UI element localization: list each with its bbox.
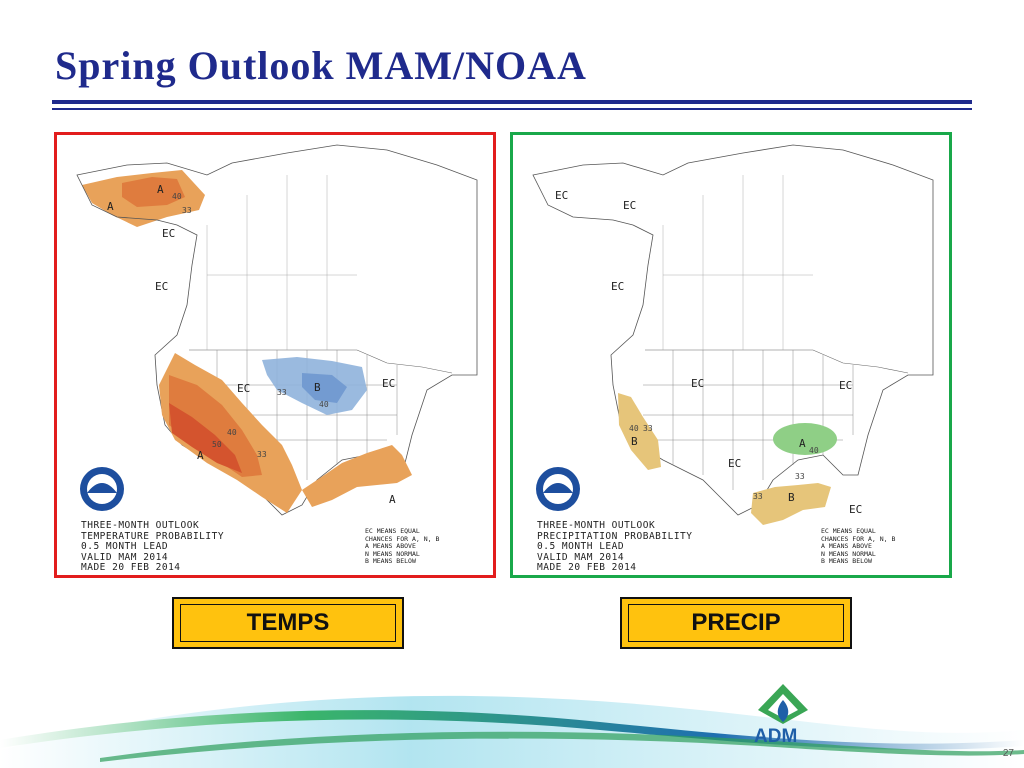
temp-label-50: 50 [212,440,222,449]
legend-line: EC MEANS EQUAL [365,527,420,535]
precip-label-ec: EC [728,457,741,470]
temps-button[interactable]: TEMPS [172,597,404,649]
temp-label-ec: EC [237,382,250,395]
legend-line: A MEANS ABOVE [365,542,416,551]
precip-label-a: A [799,437,806,450]
legend-line: N MEANS NORMAL [365,549,420,558]
temp-label-ec: EC [155,280,168,293]
temps-caption: THREE-MONTH OUTLOOK TEMPERATURE PROBABIL… [81,520,225,574]
precip-label-b: B [788,491,795,504]
precip-label-ec: EC [611,280,624,293]
legend-line: CHANCES FOR A, N, B [821,534,896,543]
legend-line: CHANCES FOR A, N, B [365,534,440,543]
country-border [189,349,453,374]
precip-label-ec: EC [849,503,862,516]
adm-logo-text: ADM [754,726,798,747]
temp-label-40: 40 [319,400,329,409]
caption-line: VALID MAM 2014 [537,551,625,563]
country-border [645,349,909,374]
caption-line: MADE 20 FEB 2014 [81,562,181,574]
state-lines [643,350,854,490]
gulf-coast-below-shading [751,483,831,525]
temp-label-33: 33 [257,450,267,459]
precip-caption: THREE-MONTH OUTLOOK PRECIPITATION PROBAB… [537,520,693,574]
province-lines [662,175,813,350]
temp-label-ec: EC [162,227,175,240]
california-below-shading [618,393,661,470]
caption-line: MADE 20 FEB 2014 [537,562,637,574]
temp-label-a: A [107,200,114,213]
temp-label-a: A [197,449,204,462]
noaa-logo-text: NOAA [549,487,567,493]
temp-label-33: 33 [277,388,287,397]
caption-line: THREE-MONTH OUTLOOK [537,520,656,531]
southeast-above-shading [302,445,412,507]
adm-logo-icon [758,684,808,724]
noaa-logo-text: NOAA [93,487,111,493]
caption-line: TEMPERATURE PROBABILITY [81,530,225,542]
decorative-swoosh [0,695,1024,768]
precip-label-ec: EC [623,199,636,212]
page-number: 27 [1002,748,1014,759]
precip-label-ec: EC [555,189,568,202]
caption-line: THREE-MONTH OUTLOOK [81,520,200,531]
legend-line: N MEANS NORMAL [821,549,876,558]
precip-label-40: 40 [809,446,819,455]
noaa-logo: NOAA [80,467,124,511]
temps-legend: EC MEANS EQUAL CHANCES FOR A, N, B A MEA… [365,527,440,566]
alaska-above-40-shading [122,177,185,207]
legend-line: A MEANS ABOVE [821,542,872,551]
precip-label-33: 33 [753,492,763,501]
caption-line: VALID MAM 2014 [81,551,169,563]
caption-line: PRECIPITATION PROBABILITY [537,530,693,542]
temperature-map-graphic: A A 40 33 EC EC EC 33 B 40 EC 40 50 A 33… [76,144,478,516]
temperature-outlook-map: A A 40 33 EC EC EC 33 B 40 EC 40 50 A 33… [54,132,496,578]
precip-label-b: B [631,435,638,448]
noaa-logo: NOAA [536,467,580,511]
title-rule-thick [52,100,972,104]
ohio-valley-above-shading [773,423,837,455]
precip-label-33: 33 [643,424,653,433]
caption-line: 0.5 MONTH LEAD [537,541,625,553]
legend-line: B MEANS BELOW [821,557,872,566]
north-below-40-shading [302,373,347,403]
temp-label-40: 40 [172,192,182,201]
caption-line: 0.5 MONTH LEAD [81,541,169,553]
precip-label-ec: EC [691,377,704,390]
legend-line: B MEANS BELOW [365,557,416,566]
temp-label-40: 40 [227,428,237,437]
title-rule-thin [52,108,972,110]
temp-label-b: B [314,381,321,394]
precipitation-map-graphic: EC EC EC EC EC 40 33 B A 40 EC 33 33 B E… [532,144,934,525]
precip-label-33: 33 [795,472,805,481]
precip-label-ec: EC [839,379,852,392]
west-above-50-shading [169,403,242,473]
precip-button[interactable]: PRECIP [620,597,852,649]
slide-title: Spring Outlook MAM/NOAA [55,43,587,88]
west-above-40-shading [169,375,262,477]
temp-label-a: A [389,493,396,506]
province-lines [206,175,357,350]
temp-label-33: 33 [182,206,192,215]
temp-label-a: A [157,183,164,196]
temp-label-ec: EC [382,377,395,390]
precip-legend: EC MEANS EQUAL CHANCES FOR A, N, B A MEA… [821,527,896,566]
precip-label-40: 40 [629,424,639,433]
precipitation-outlook-map: EC EC EC EC EC 40 33 B A 40 EC 33 33 B E… [510,132,952,578]
legend-line: EC MEANS EQUAL [821,527,876,535]
